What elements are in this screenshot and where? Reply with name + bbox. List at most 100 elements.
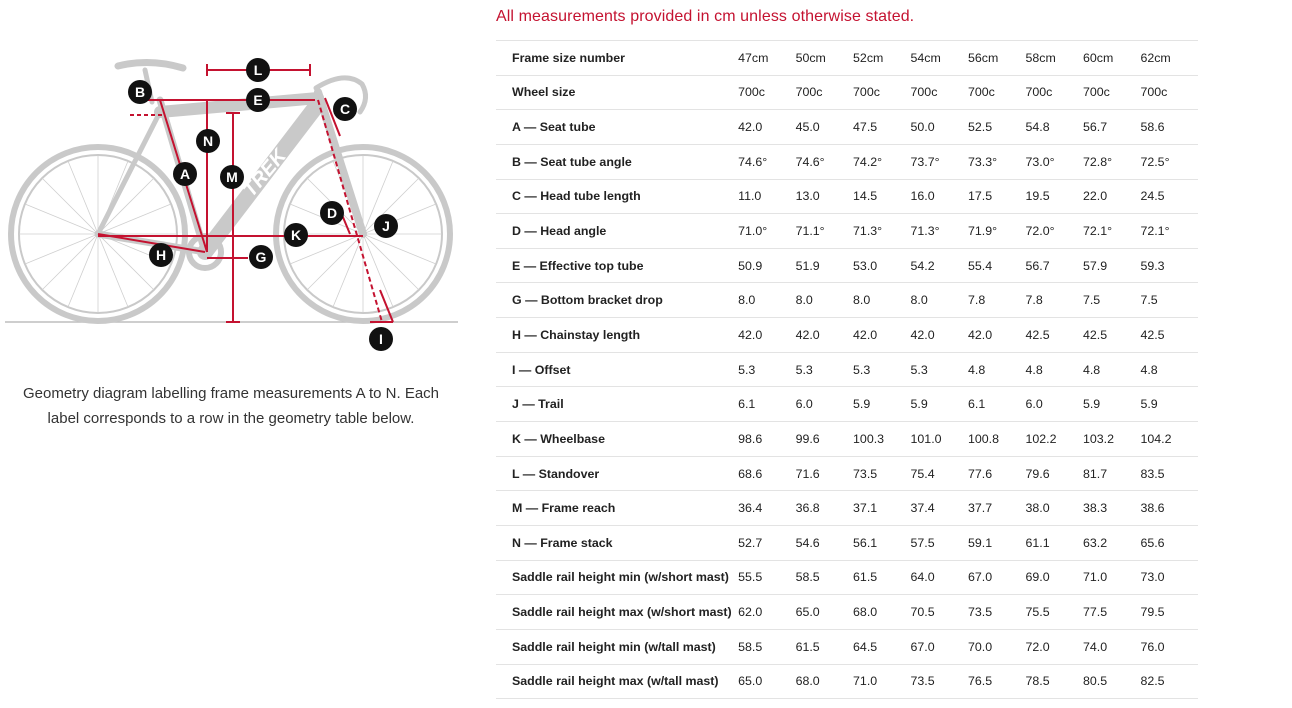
table-cell: 73.0 [1140,570,1165,585]
table-cell: 77.6 [968,466,993,481]
table-cell: 68.0 [795,674,820,689]
table-row: E — Effective top tube 50.9 51.9 53.0 54.2 55… [496,248,1198,283]
table-cell: 73.3° [968,154,998,169]
table-cell: 73.5 [910,674,935,689]
table-cell: 52cm [853,50,884,65]
geometry-diagram: TREK L B E C N A M [0,40,470,360]
table-cell: 74.6° [795,154,825,169]
table-cell: 71.0° [738,224,768,239]
table-cell: 62cm [1140,50,1171,65]
table-cell: 65.6 [1140,535,1165,550]
table-cell: 72.0° [1025,224,1055,239]
marker-k: K [284,223,308,247]
row-label: Saddle rail height max (w/tall mast) [512,674,719,689]
table-cell: 6.0 [1025,397,1043,412]
table-cell: 8.0 [853,293,871,308]
table-cell: 42.5 [1082,327,1108,342]
table-cell: 75.5 [1025,605,1050,620]
table-cell: 54.2 [910,258,935,273]
table-cell: 54cm [910,50,941,65]
table-row: Saddle rail height max (w/short mast) 62.… [496,594,1198,630]
table-cell: 42.0 [853,327,878,342]
table-cell: 5.9 [910,397,928,412]
table-cell: 700c [853,85,880,100]
table-cell: 50.0 [910,120,935,135]
table-cell: 42.5 [1025,327,1050,342]
table-cell: 36.4 [738,501,763,516]
table-cell: 37.4 [910,501,935,516]
marker-g: G [249,245,273,269]
row-label: K — Wheelbase [512,431,605,446]
table-cell: 7.5 [1082,293,1101,308]
table-cell: 42.0 [738,120,763,135]
svg-text:J: J [382,218,390,234]
table-cell: 42.0 [795,327,820,342]
table-cell: 47cm [738,50,769,65]
marker-m: L [246,58,270,82]
table-cell: 56.1 [853,535,878,550]
table-cell: 72.8° [1082,154,1113,169]
marker-n: N [196,129,220,153]
table-cell: 37.7 [968,501,993,516]
table-cell: 51.9 [795,258,820,273]
row-label: Frame size number [512,50,625,65]
table-cell: 75.4 [910,466,935,481]
table-cell: 68.6 [738,466,763,481]
table-cell: 58.5 [738,639,763,654]
table-cell: 76.5 [968,674,993,689]
row-label: Saddle rail height max (w/short mast) [512,605,732,620]
table-cell: 71.1° [795,224,825,239]
table-cell: 104.2 [1140,431,1172,446]
table-cell: 63.2 [1082,535,1108,550]
table-cell: 17.5 [968,189,993,204]
table-cell: 6.1 [738,397,756,412]
row-label: N — Frame stack [512,535,613,550]
table-row: Frame size number 47cm 50cm 52cm 54cm 56cm 58c… [496,40,1198,76]
table-cell: 69.0 [1025,570,1050,585]
row-label: G — Bottom bracket drop [512,293,663,308]
svg-text:N: N [203,133,213,149]
table-cell: 54.8 [1025,120,1050,135]
measurement-lines [97,64,394,323]
row-label: C — Head tube length [512,189,641,204]
svg-text:B: B [135,84,145,100]
table-cell: 700c [738,85,765,100]
table-cell: 98.6 [738,431,763,446]
table-cell: 82.5 [1140,674,1165,689]
table-cell: 55.5 [738,570,763,585]
table-cell: 71.0 [1082,570,1108,585]
table-cell: 61.5 [853,570,878,585]
table-cell: 103.2 [1082,431,1114,446]
table-cell: 72.0 [1025,639,1050,654]
row-label: E — Effective top tube [512,258,644,273]
svg-text:K: K [291,227,301,243]
table-cell: 101.0 [910,431,942,446]
row-label: Saddle rail height min (w/short mast) [512,570,729,585]
row-label: M — Frame reach [512,501,616,516]
table-cell: 54.6 [795,535,820,550]
row-label: Wheel size [512,85,576,100]
table-cell: 61.1 [1025,535,1050,550]
table-row: Saddle rail height max (w/tall mast) 65.0… [496,664,1198,699]
table-cell: 19.5 [1025,189,1050,204]
row-label: A — Seat tube [512,120,596,135]
table-cell: 53.0 [853,258,878,273]
diagram-caption: Geometry diagram labelling frame measure… [22,385,440,427]
table-cell: 72.1° [1082,224,1113,239]
svg-text:D: D [327,205,337,221]
table-cell: 57.9 [1082,258,1108,273]
table-cell: 50.9 [738,258,763,273]
table-cell: 70.0 [968,639,993,654]
svg-text:C: C [340,101,350,117]
table-cell: 5.3 [910,362,928,377]
table-cell: 76.0 [1140,639,1165,654]
table-cell: 72.5° [1140,154,1170,169]
table-row: Saddle rail height min (w/short mast) 55.… [496,560,1198,595]
table-cell: 16.0 [910,189,935,204]
table-cell: 5.9 [853,397,871,412]
marker-h: H [149,243,173,267]
table-cell: 79.5 [1140,605,1165,620]
table-cell: 5.9 [1140,397,1158,412]
table-cell: 700c [1025,85,1053,100]
table-cell: 71.6 [795,466,820,481]
